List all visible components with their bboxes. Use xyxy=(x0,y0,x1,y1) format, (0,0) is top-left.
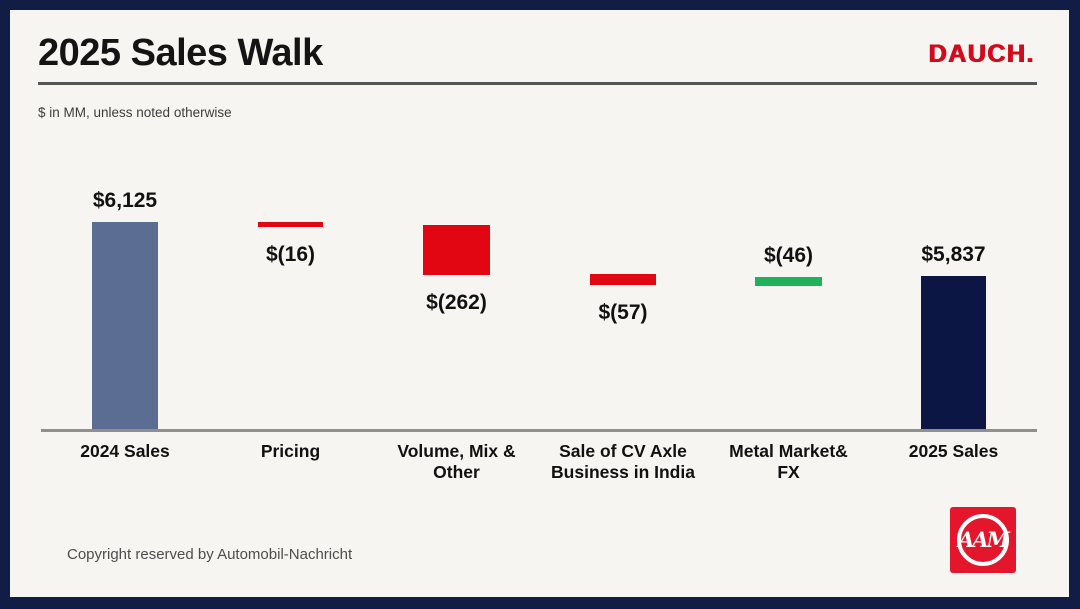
category-label-sale-of-cv-axle-business-in-india: Sale of CV Axle Business in India xyxy=(551,441,695,483)
page-title: 2025 Sales Walk xyxy=(38,32,323,74)
bar-sale-of-cv-axle-business-in-india xyxy=(590,274,656,285)
aam-logo-circle xyxy=(957,514,1009,566)
aam-logo: AAM xyxy=(950,507,1016,573)
waterfall-chart: $6,125 2024 Sales $(16) Pricing $(262) Volume… xyxy=(10,10,1069,597)
title-divider xyxy=(38,82,1037,85)
bar-metal-market-fx xyxy=(755,277,822,286)
category-label-metal-market-fx: Metal Market& FX xyxy=(729,441,848,483)
category-label-pricing: Pricing xyxy=(260,441,321,461)
bar-volume-mix-other xyxy=(423,225,490,275)
value-label-pricing: $(16) xyxy=(265,243,316,266)
x-axis-line xyxy=(41,429,1037,432)
slide-canvas: 2025 Sales Walk DAUCH. $ in MM, unless n… xyxy=(10,10,1069,597)
units-note: $ in MM, unless noted otherwise xyxy=(38,105,232,120)
category-label-volume-mix-other: Volume, Mix & Other xyxy=(397,441,516,483)
value-label-2024-sales: $6,125 xyxy=(92,189,158,212)
aam-logo-text: AAM xyxy=(958,527,1010,552)
dauch-logo: DAUCH. xyxy=(928,40,1035,68)
value-label-sale-of-cv-axle-business-in-india: $(57) xyxy=(598,301,648,324)
value-label-volume-mix-other: $(262) xyxy=(426,291,487,314)
category-label-2024-sales: 2024 Sales xyxy=(80,441,170,461)
value-label-metal-market-fx: $(46) xyxy=(763,244,814,267)
bar-pricing xyxy=(258,222,323,227)
category-label-2025-sales: 2025 Sales xyxy=(908,441,999,461)
value-label-2025-sales: $5,837 xyxy=(921,243,986,266)
copyright-text: Copyright reserved by Automobil-Nachrich… xyxy=(67,546,353,563)
bar-2024-sales xyxy=(92,222,158,429)
bar-2025-sales xyxy=(921,276,986,429)
